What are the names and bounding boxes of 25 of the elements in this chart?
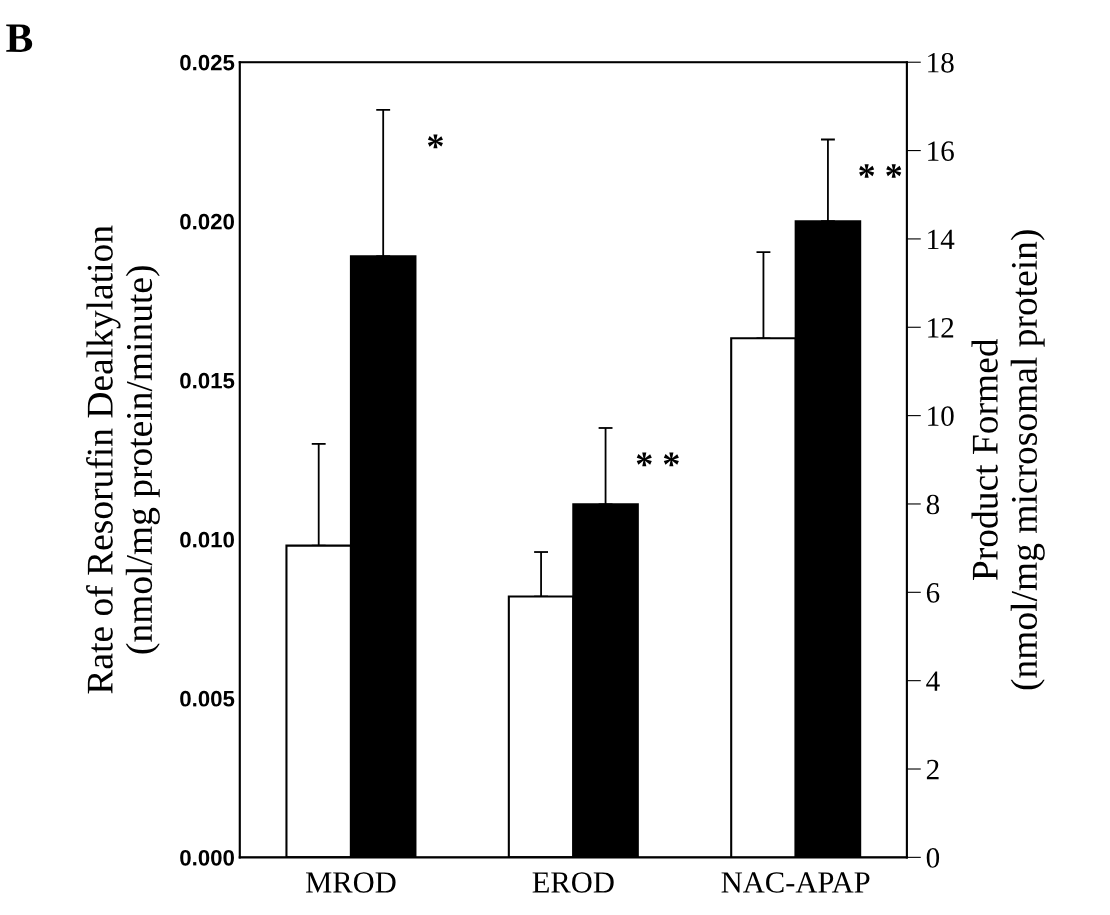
annotation: * * [636, 452, 679, 467]
annotation: * [427, 134, 443, 149]
y2-tick-label: 14 [928, 229, 955, 250]
y-tick-label: 0.005 [180, 690, 235, 707]
y2-tick-label: 2 [926, 759, 939, 780]
y2-tick-label: 4 [926, 671, 940, 691]
y-tick-label: 0.025 [180, 54, 235, 71]
y-tick-label: 0.010 [180, 531, 234, 548]
y2-tick-label: 0 [926, 848, 940, 868]
y2-tick-label: 18 [928, 52, 954, 73]
y2-tick-label: 10 [928, 406, 954, 427]
y2-tick-label: 8 [926, 494, 940, 515]
x-tick-label: MROD [305, 872, 396, 893]
text: B [6, 24, 33, 52]
x-tick-label: EROD [532, 872, 614, 893]
y2-tick-label: 16 [928, 141, 954, 161]
x-tick-label: NAC-APAP [721, 872, 870, 893]
y2-tick-label: 12 [928, 318, 954, 338]
y-tick-label: 0.020 [180, 213, 234, 230]
y2-tick-label: 6 [926, 583, 940, 603]
y-tick-label: 0.000 [180, 849, 234, 866]
y-axis-title: Rate of Resorufin Dealkylation (nmol/mg protein/minute) [86, 225, 160, 694]
annotation: * * [859, 164, 902, 178]
y-tick-label: 0.015 [180, 372, 235, 389]
y2-axis-title: Product Formed (nmol/mg microsomal protein) [971, 230, 1045, 690]
